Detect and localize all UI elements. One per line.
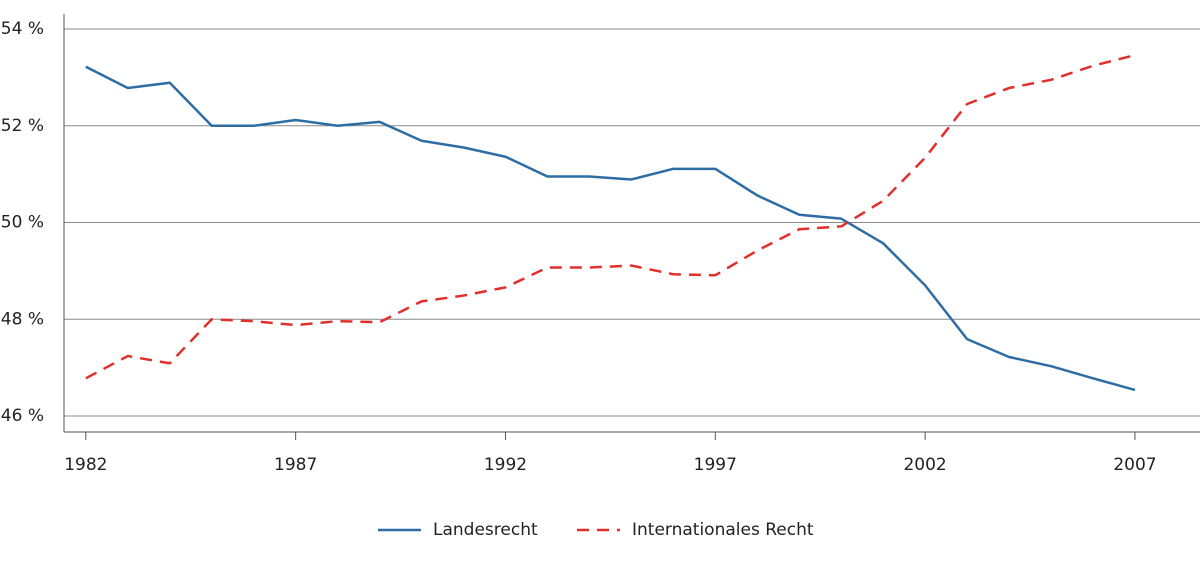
legend-label: Internationales Recht xyxy=(632,520,814,540)
y-tick-label: 52 % xyxy=(1,116,44,136)
line-series xyxy=(85,65,1136,392)
y-tick-label: 50 % xyxy=(1,213,44,233)
x-tick-label: 1987 xyxy=(274,455,317,475)
x-tick-label: 2007 xyxy=(1113,455,1156,475)
y-tick-label: 46 % xyxy=(1,406,44,426)
y-tick-label: 54 % xyxy=(1,19,44,39)
legend-label: Landesrecht xyxy=(433,520,538,540)
y-tick-label: 48 % xyxy=(1,309,44,329)
line-series xyxy=(85,53,1136,380)
x-tick-label: 1982 xyxy=(64,455,107,475)
x-tick-label: 1997 xyxy=(694,455,737,475)
x-tick-label: 1992 xyxy=(484,455,527,475)
x-tick-label: 2002 xyxy=(903,455,946,475)
